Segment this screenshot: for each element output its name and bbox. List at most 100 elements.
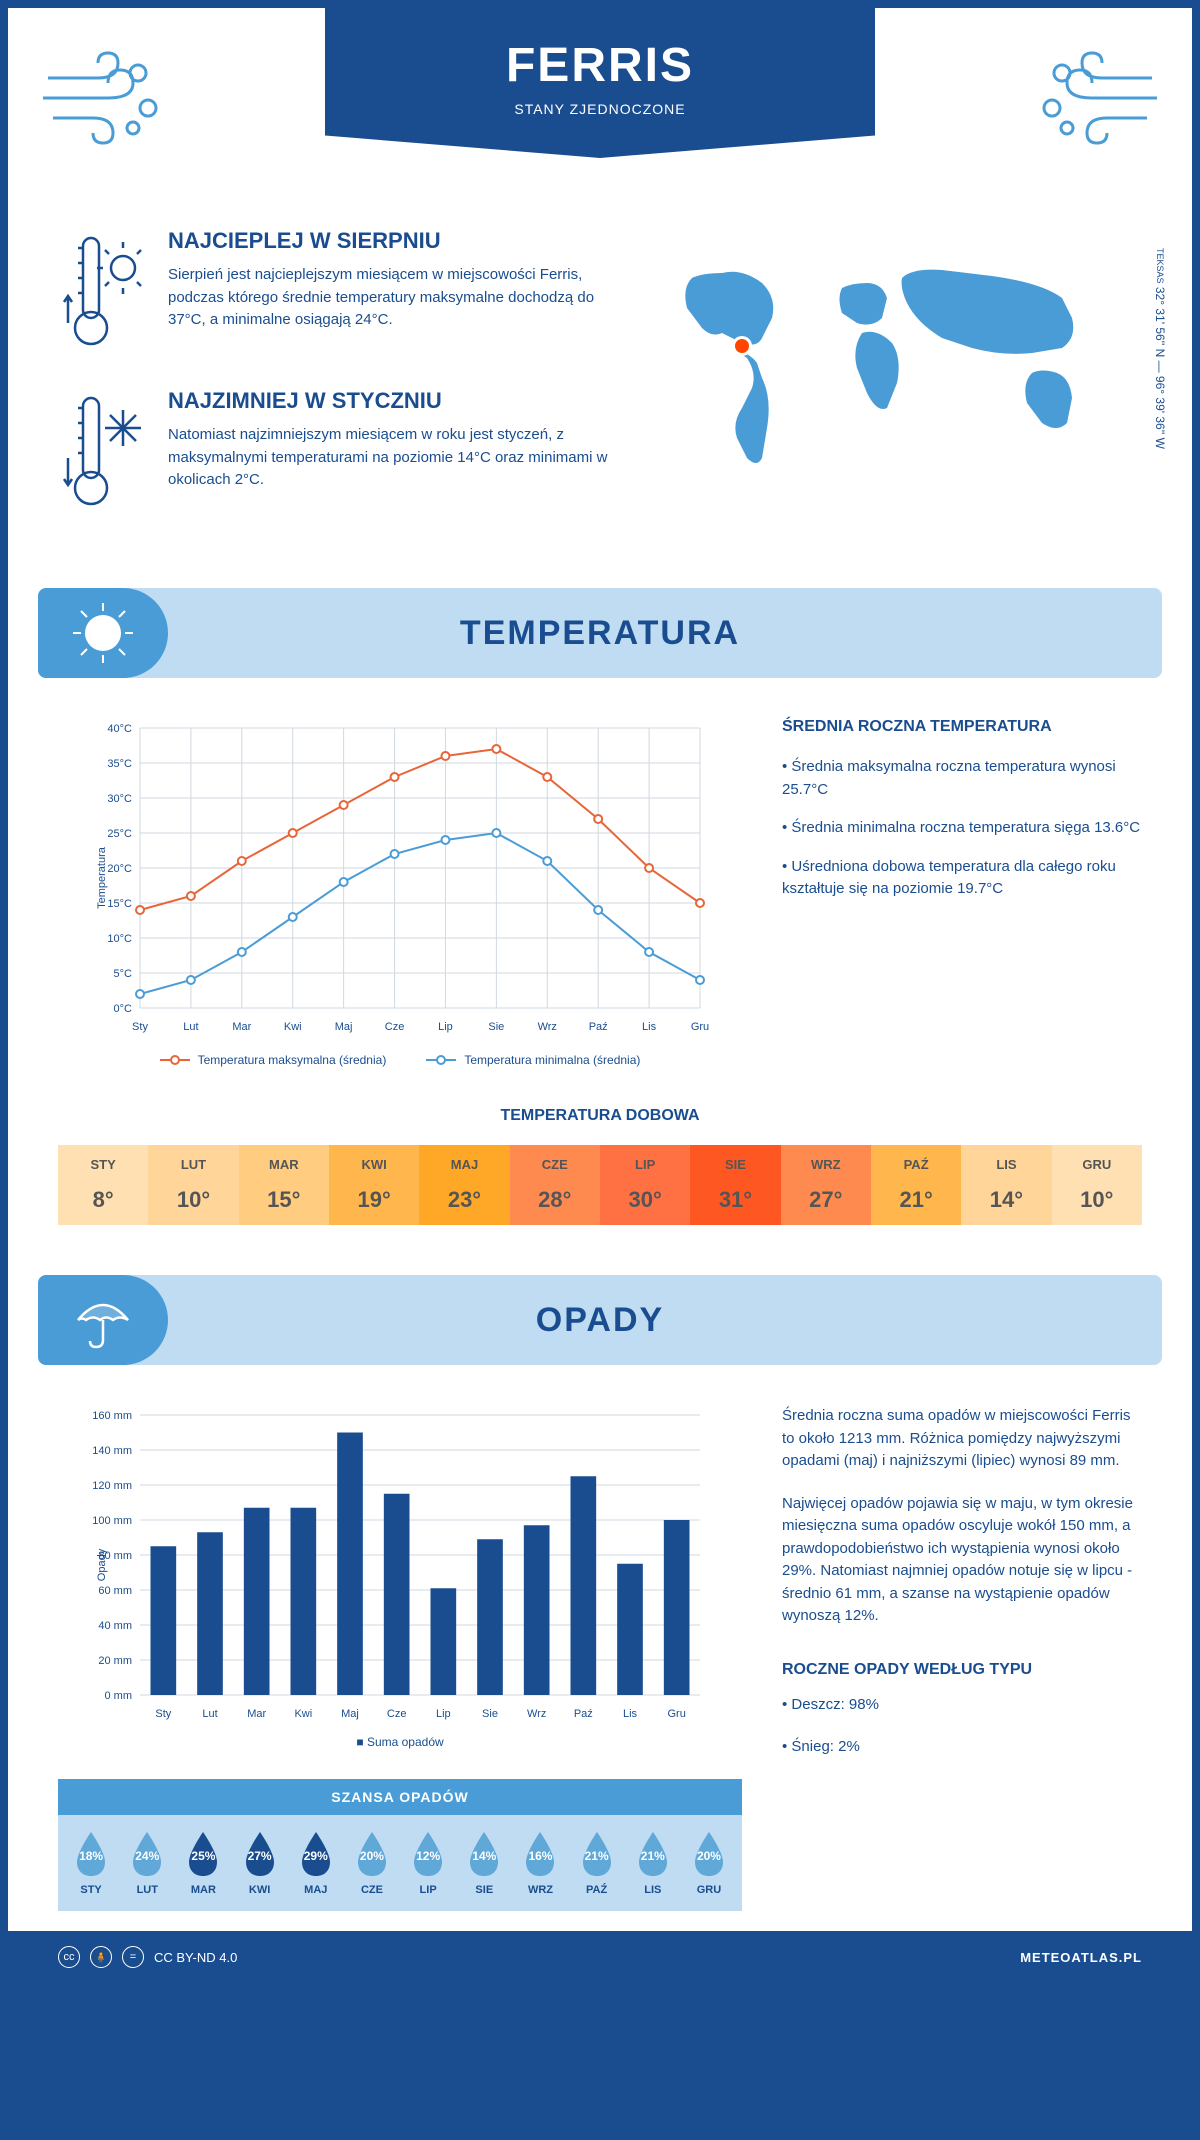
- raindrop-icon: 12%: [409, 1830, 447, 1878]
- world-map: [662, 228, 1142, 508]
- svg-text:0 mm: 0 mm: [105, 1690, 133, 1702]
- hottest-text: NAJCIEPLEJ W SIERPNIU Sierpień jest najc…: [168, 228, 622, 358]
- raindrop-icon: 21%: [634, 1830, 672, 1878]
- daily-cell: MAR15°: [239, 1145, 329, 1225]
- svg-text:Paź: Paź: [589, 1021, 608, 1033]
- temp-side-p2: • Średnia minimalna roczna temperatura s…: [782, 817, 1142, 840]
- coldest-block: NAJZIMNIEJ W STYCZNIU Natomiast najzimni…: [58, 388, 622, 518]
- sun-icon: [68, 598, 138, 668]
- intro-right: TEKSAS 32° 31' 56'' N — 96° 39' 36'' W: [662, 228, 1142, 548]
- temperature-header: TEMPERATURA: [38, 588, 1162, 678]
- svg-text:Maj: Maj: [335, 1021, 353, 1033]
- umbrella-icon-wrap: [38, 1275, 168, 1365]
- svg-text:Opady: Opady: [96, 1548, 108, 1581]
- daily-cell: PAŹ21°: [871, 1145, 961, 1225]
- precipitation-content: 0 mm20 mm40 mm60 mm80 mm100 mm120 mm140 …: [8, 1365, 1192, 1931]
- svg-text:Maj: Maj: [341, 1708, 359, 1720]
- thermometer-hot-icon: [58, 228, 148, 358]
- coldest-text: NAJZIMNIEJ W STYCZNIU Natomiast najzimni…: [168, 388, 622, 518]
- temp-chart-wrap: 0°C5°C10°C15°C20°C25°C30°C35°C40°CStyLut…: [58, 718, 742, 1067]
- raindrop-icon: 20%: [353, 1830, 391, 1878]
- svg-text:Lut: Lut: [202, 1708, 217, 1720]
- raindrop-icon: 29%: [297, 1830, 335, 1878]
- raindrop-icon: 20%: [690, 1830, 728, 1878]
- intro-left: NAJCIEPLEJ W SIERPNIU Sierpień jest najc…: [58, 228, 622, 548]
- svg-text:Mar: Mar: [247, 1708, 266, 1720]
- precip-side-text: Średnia roczna suma opadów w miejscowośc…: [782, 1405, 1142, 1911]
- country-name: STANY ZJEDNOCZONE: [325, 101, 875, 117]
- hottest-title: NAJCIEPLEJ W SIERPNIU: [168, 228, 622, 254]
- chance-cell: 20% CZE: [344, 1830, 400, 1896]
- raindrop-icon: 25%: [184, 1830, 222, 1878]
- temp-side-p1: • Średnia maksymalna roczna temperatura …: [782, 756, 1142, 801]
- svg-text:Mar: Mar: [232, 1021, 251, 1033]
- svg-text:40°C: 40°C: [107, 723, 132, 735]
- chance-cell: 29% MAJ: [288, 1830, 344, 1896]
- raindrop-icon: 16%: [521, 1830, 559, 1878]
- daily-cell: SIE31°: [690, 1145, 780, 1225]
- raindrop-icon: 24%: [128, 1830, 166, 1878]
- hottest-desc: Sierpień jest najcieplejszym miesiącem w…: [168, 264, 622, 332]
- precip-type-1: • Deszcz: 98%: [782, 1694, 1142, 1717]
- chance-cell: 12% LIP: [400, 1830, 456, 1896]
- chance-cell: 27% KWI: [232, 1830, 288, 1896]
- daily-cell: WRZ27°: [781, 1145, 871, 1225]
- svg-text:Lis: Lis: [642, 1021, 657, 1033]
- footer: cc 🧍 = CC BY-ND 4.0 METEOATLAS.PL: [8, 1931, 1192, 1983]
- raindrop-icon: 18%: [72, 1830, 110, 1878]
- nd-icon: =: [122, 1946, 144, 1968]
- svg-text:Gru: Gru: [691, 1021, 709, 1033]
- daily-cell: CZE28°: [510, 1145, 600, 1225]
- svg-text:Sty: Sty: [132, 1021, 148, 1033]
- svg-text:20 mm: 20 mm: [98, 1655, 132, 1667]
- daily-title: TEMPERATURA DOBOWA: [8, 1107, 1192, 1125]
- precipitation-header: OPADY: [38, 1275, 1162, 1365]
- svg-text:60 mm: 60 mm: [98, 1585, 132, 1597]
- by-icon: 🧍: [90, 1946, 112, 1968]
- temp-side-p3: • Uśredniona dobowa temperatura dla całe…: [782, 856, 1142, 901]
- svg-text:40 mm: 40 mm: [98, 1620, 132, 1632]
- svg-text:Sie: Sie: [488, 1021, 504, 1033]
- chance-cell: 24% LUT: [119, 1830, 175, 1896]
- temp-side-title: ŚREDNIA ROCZNA TEMPERATURA: [782, 718, 1142, 736]
- svg-text:120 mm: 120 mm: [92, 1480, 132, 1492]
- svg-text:0°C: 0°C: [114, 1003, 133, 1015]
- svg-text:Cze: Cze: [385, 1021, 405, 1033]
- svg-text:25°C: 25°C: [107, 828, 132, 840]
- svg-text:Lip: Lip: [438, 1021, 453, 1033]
- raindrop-icon: 21%: [578, 1830, 616, 1878]
- hottest-block: NAJCIEPLEJ W SIERPNIU Sierpień jest najc…: [58, 228, 622, 358]
- svg-text:Lut: Lut: [183, 1021, 198, 1033]
- daily-cell: MAJ23°: [419, 1145, 509, 1225]
- sun-icon-wrap: [38, 588, 168, 678]
- coords-text: 32° 31' 56'' N — 96° 39' 36'' W: [1153, 287, 1167, 449]
- svg-text:5°C: 5°C: [114, 968, 133, 980]
- daily-cell: LIP30°: [600, 1145, 690, 1225]
- temperature-line-chart: 0°C5°C10°C15°C20°C25°C30°C35°C40°CStyLut…: [58, 718, 742, 1038]
- legend-max: Temperatura maksymalna (średnia): [160, 1053, 387, 1067]
- chance-row: 18% STY 24% LUT 25% MAR 27% KWI: [58, 1815, 742, 1911]
- daily-temperature-row: STY8°LUT10°MAR15°KWI19°MAJ23°CZE28°LIP30…: [58, 1145, 1142, 1225]
- daily-cell: LIS14°: [961, 1145, 1051, 1225]
- header: FERRIS STANY ZJEDNOCZONE: [8, 8, 1192, 208]
- temp-side-text: ŚREDNIA ROCZNA TEMPERATURA • Średnia mak…: [782, 718, 1142, 1067]
- footer-left: cc 🧍 = CC BY-ND 4.0: [58, 1946, 237, 1968]
- precip-legend: Suma opadów: [58, 1735, 742, 1749]
- chance-cell: 16% WRZ: [512, 1830, 568, 1896]
- wind-icon-right: [1022, 48, 1162, 148]
- svg-text:Wrz: Wrz: [527, 1708, 546, 1720]
- precip-p2: Najwięcej opadów pojawia się w maju, w t…: [782, 1493, 1142, 1628]
- chance-cell: 21% PAŹ: [569, 1830, 625, 1896]
- svg-text:30°C: 30°C: [107, 793, 132, 805]
- precipitation-title: OPADY: [168, 1301, 1162, 1340]
- svg-text:Cze: Cze: [387, 1708, 407, 1720]
- coordinates: TEKSAS 32° 31' 56'' N — 96° 39' 36'' W: [1153, 248, 1167, 449]
- svg-text:Lis: Lis: [623, 1708, 638, 1720]
- precip-p1: Średnia roczna suma opadów w miejscowośc…: [782, 1405, 1142, 1473]
- temp-legend: Temperatura maksymalna (średnia) Tempera…: [58, 1053, 742, 1067]
- state-label: TEKSAS: [1155, 248, 1165, 284]
- legend-min: Temperatura minimalna (średnia): [426, 1053, 640, 1067]
- city-name: FERRIS: [325, 38, 875, 93]
- raindrop-icon: 14%: [465, 1830, 503, 1878]
- wind-icon-left: [38, 48, 178, 148]
